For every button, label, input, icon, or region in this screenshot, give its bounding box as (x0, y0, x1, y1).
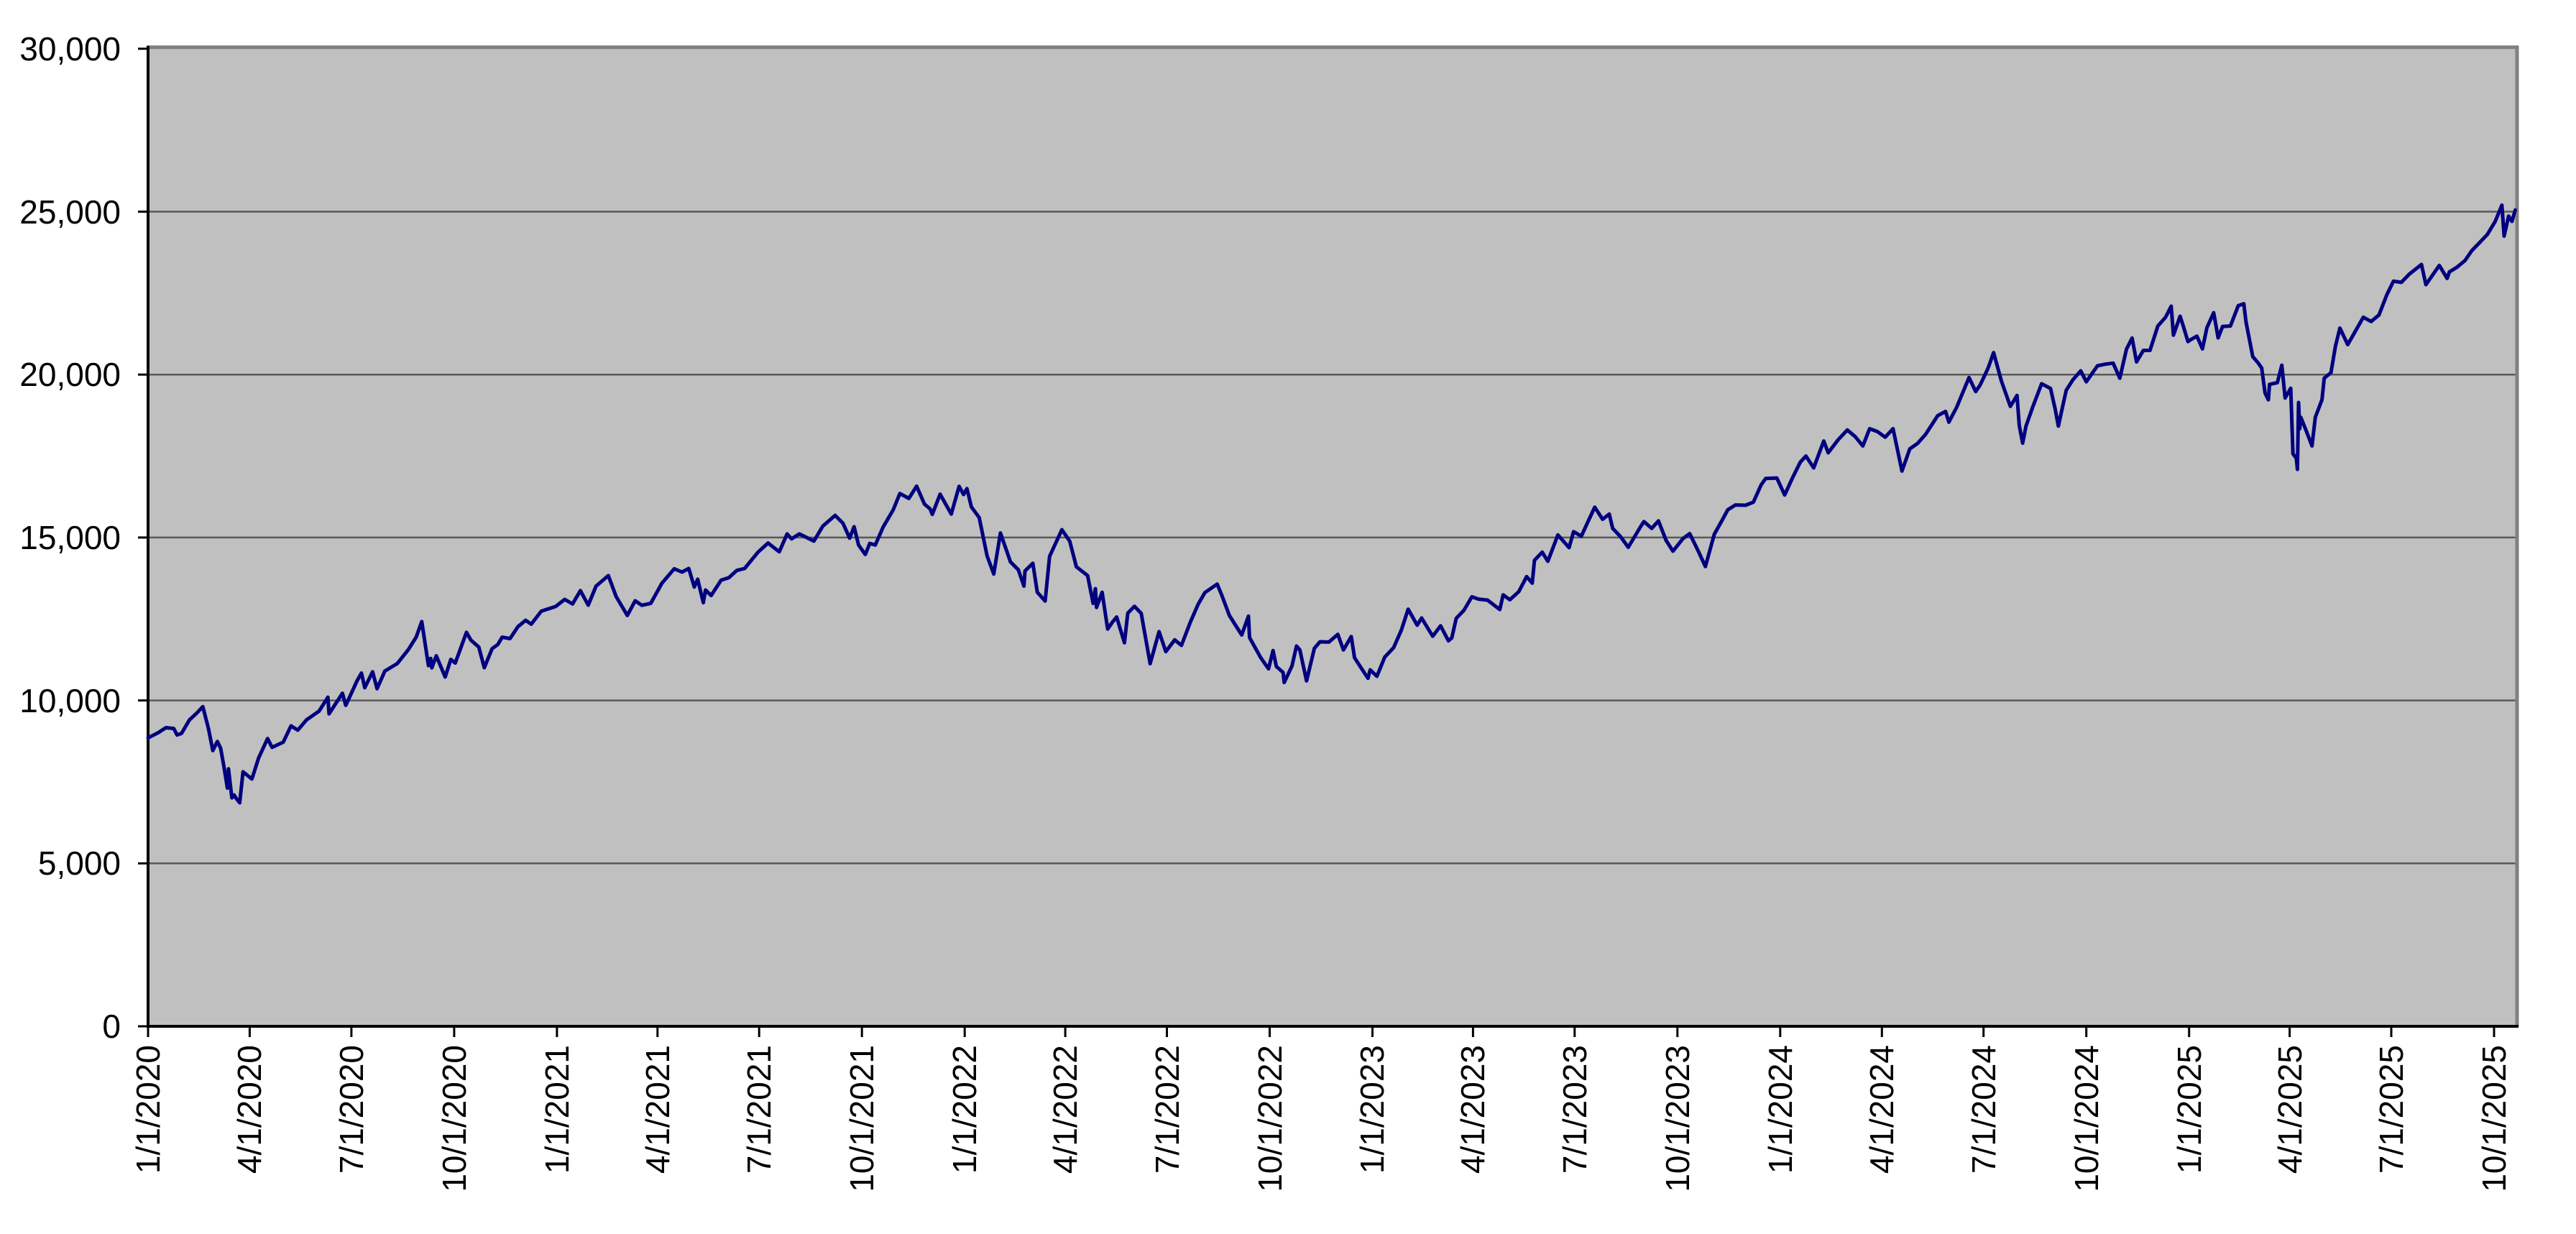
price-series-line (146, 203, 2517, 805)
y-axis-label: 20,000 (19, 356, 121, 393)
x-axis-label: 1/1/2023 (1353, 1045, 1391, 1174)
x-axis-label: 4/1/2022 (1046, 1045, 1084, 1174)
x-axis-label: 7/1/2020 (333, 1045, 370, 1174)
x-axis-label: 4/1/2024 (1863, 1045, 1900, 1174)
x-axis-label: 4/1/2023 (1454, 1045, 1491, 1174)
x-axis-label: 7/1/2025 (2373, 1045, 2410, 1174)
y-axis-label: 0 (102, 1008, 121, 1045)
y-axis-label: 30,000 (19, 30, 121, 68)
x-axis-label: 10/1/2020 (436, 1045, 473, 1192)
x-axis-label: 7/1/2024 (1965, 1045, 2002, 1174)
x-axis-label: 4/1/2025 (2271, 1045, 2309, 1174)
x-axis-label: 7/1/2023 (1556, 1045, 1593, 1174)
x-axis-label: 1/1/2020 (129, 1045, 167, 1174)
x-axis-label: 7/1/2022 (1149, 1045, 1186, 1174)
x-axis-label: 4/1/2020 (231, 1045, 268, 1174)
x-axis-label: 7/1/2021 (740, 1045, 778, 1174)
y-axis-label: 10,000 (19, 682, 121, 719)
y-axis-label: 25,000 (19, 193, 121, 231)
x-axis-label: 1/1/2022 (946, 1045, 983, 1174)
x-axis-label: 10/1/2021 (843, 1045, 880, 1192)
x-axis-label: 1/1/2024 (1762, 1045, 1799, 1174)
x-axis-label: 1/1/2021 (538, 1045, 576, 1174)
x-axis-label: 10/1/2022 (1251, 1045, 1289, 1192)
x-axis-label: 4/1/2021 (639, 1045, 676, 1174)
x-axis-label: 1/1/2025 (2171, 1045, 2208, 1174)
y-axis-label: 5,000 (37, 844, 121, 882)
x-axis-label: 10/1/2024 (2068, 1045, 2105, 1192)
y-axis-label: 15,000 (19, 519, 121, 556)
x-axis-label: 10/1/2025 (2475, 1045, 2513, 1192)
x-axis-label: 10/1/2023 (1659, 1045, 1696, 1192)
